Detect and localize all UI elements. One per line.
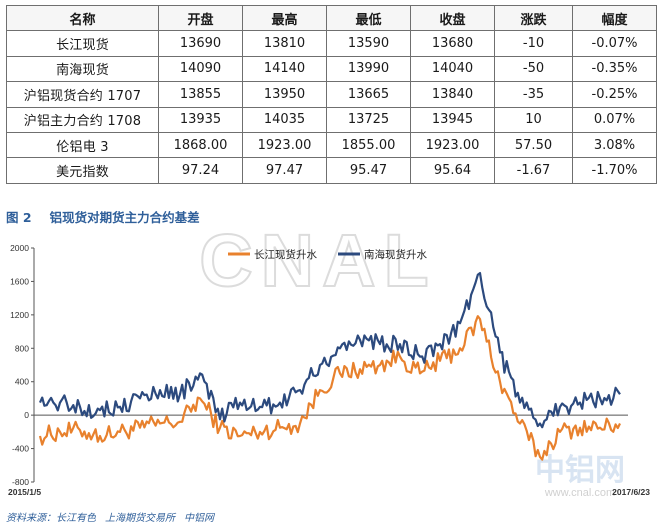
cell-percent: -0.07% (572, 30, 657, 57)
quote-table: 名称 开盘 最高 最低 收盘 涨跌 幅度 长江现货 13690 13810 13… (6, 4, 657, 184)
cell-open: 13935 (158, 106, 243, 133)
x-end-label: 2017/6/23 (612, 487, 650, 497)
cell-percent: 0.07% (572, 106, 657, 133)
cell-name: 沪铝主力合约 1708 (6, 106, 159, 133)
y-tick-label: -400 (12, 444, 29, 454)
figure-number: 图 2 (6, 210, 32, 225)
cell-high: 14140 (242, 55, 327, 83)
cell-low: 13590 (326, 30, 411, 57)
source-item: 长江有色 (56, 513, 96, 524)
header-open: 开盘 (158, 4, 243, 32)
table-row: 沪铝主力合约 1708 13935 14035 13725 13945 10 0… (6, 106, 657, 133)
y-tick-label: 800 (15, 343, 29, 353)
legend-label: 南海现货升水 (364, 248, 427, 261)
cell-low: 13990 (326, 55, 411, 83)
chart-series (38, 272, 621, 461)
cell-name: 沪铝现货合约 1707 (6, 81, 159, 108)
cell-close: 13680 (410, 30, 495, 57)
series-line-nanhai (38, 272, 621, 429)
cell-low: 1855.00 (326, 131, 411, 159)
chart-axes: -800 -400 0 400 800 1200 1600 2000 (10, 243, 628, 487)
cell-close: 13945 (410, 106, 495, 133)
chart-x-labels: 2015/1/5 2017/6/23 (8, 487, 650, 497)
cell-close: 14040 (410, 55, 495, 83)
table-row: 美元指数 97.24 97.47 95.47 95.64 -1.67 -1.70… (6, 157, 657, 184)
cell-change: -35 (494, 81, 573, 108)
cell-open: 13690 (158, 30, 243, 57)
header-high: 最高 (242, 4, 327, 32)
cell-high: 97.47 (242, 157, 327, 184)
cnal-url-watermark: www.cnal.com (544, 487, 615, 499)
table-header-row: 名称 开盘 最高 最低 收盘 涨跌 幅度 (6, 4, 657, 32)
cell-high: 13950 (242, 81, 327, 108)
source-item: 上海期货交易所 (105, 513, 175, 524)
cell-open: 1868.00 (158, 131, 243, 159)
cell-low: 13725 (326, 106, 411, 133)
source-note: 资料来源：长江有色 上海期货交易所 中铝网 (6, 509, 223, 524)
header-change: 涨跌 (494, 4, 573, 32)
cell-change: -10 (494, 30, 573, 57)
header-name: 名称 (6, 4, 159, 32)
table-row: 南海现货 14090 14140 13990 14040 -50 -0.35% (6, 55, 657, 83)
cell-change: -50 (494, 55, 573, 83)
header-percent: 幅度 (572, 4, 657, 32)
cell-close: 95.64 (410, 157, 495, 184)
figure-title: 铝现货对期货主力合约基差 (49, 210, 200, 225)
cell-high: 1923.00 (242, 131, 327, 159)
cell-percent: -0.35% (572, 55, 657, 83)
cell-name: 伦铝电 3 (6, 131, 159, 159)
header-low: 最低 (326, 4, 411, 32)
y-tick-label: 2000 (10, 243, 29, 253)
cell-open: 97.24 (158, 157, 243, 184)
cnal-watermark: CNAL (199, 228, 437, 302)
cell-name: 长江现货 (6, 30, 159, 57)
cell-high: 14035 (242, 106, 327, 133)
basis-chart: CNAL 中铝网 www.cnal.com -800 -400 0 400 800 120… (8, 228, 650, 499)
legend-label: 长江现货升水 (254, 248, 317, 261)
cell-percent: 3.08% (572, 131, 657, 159)
cell-change: -1.67 (494, 157, 573, 184)
chart-legend: 长江现货升水 南海现货升水 (228, 248, 427, 261)
cell-low: 95.47 (326, 157, 411, 184)
y-tick-label: 1200 (10, 310, 29, 320)
watermark-layer: CNAL 中铝网 www.cnal.com (198, 228, 625, 499)
y-tick-label: 1600 (10, 276, 29, 286)
table-row: 长江现货 13690 13810 13590 13680 -10 -0.07% (6, 30, 657, 57)
x-start-label: 2015/1/5 (8, 487, 41, 497)
cell-change: 10 (494, 106, 573, 133)
cell-open: 14090 (158, 55, 243, 83)
cell-percent: -1.70% (572, 157, 657, 184)
cell-open: 13855 (158, 81, 243, 108)
source-item: 中铝网 (184, 513, 214, 524)
cell-name: 美元指数 (6, 157, 159, 184)
cell-low: 13665 (326, 81, 411, 108)
y-tick-label: 0 (24, 410, 29, 420)
y-tick-label: 400 (15, 377, 29, 387)
cell-close: 1923.00 (410, 131, 495, 159)
cell-name: 南海现货 (6, 55, 159, 83)
series-line-changjiang (38, 315, 621, 461)
figure-caption: 图 2 铝现货对期货主力合约基差 (6, 207, 200, 226)
cnal-logo-watermark: 中铝网 (535, 453, 625, 488)
source-prefix: 资料来源： (6, 513, 56, 524)
table-row: 沪铝现货合约 1707 13855 13950 13665 13840 -35 … (6, 81, 657, 108)
header-close: 收盘 (410, 4, 495, 32)
cell-change: 57.50 (494, 131, 573, 159)
cell-close: 13840 (410, 81, 495, 108)
y-tick-label: -800 (12, 477, 29, 487)
cell-high: 13810 (242, 30, 327, 57)
cell-percent: -0.25% (572, 81, 657, 108)
table-row: 伦铝电 3 1868.00 1923.00 1855.00 1923.00 57… (6, 131, 657, 159)
